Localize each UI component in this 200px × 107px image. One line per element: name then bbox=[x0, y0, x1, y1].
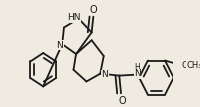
Text: HN: HN bbox=[67, 13, 80, 22]
Text: N: N bbox=[56, 41, 63, 50]
Text: O: O bbox=[181, 61, 188, 70]
Text: H: H bbox=[135, 63, 140, 72]
Text: N: N bbox=[101, 70, 108, 79]
Text: N: N bbox=[134, 69, 141, 78]
Text: CH₃: CH₃ bbox=[187, 61, 200, 70]
Text: O: O bbox=[118, 96, 126, 106]
Text: O: O bbox=[90, 5, 97, 15]
